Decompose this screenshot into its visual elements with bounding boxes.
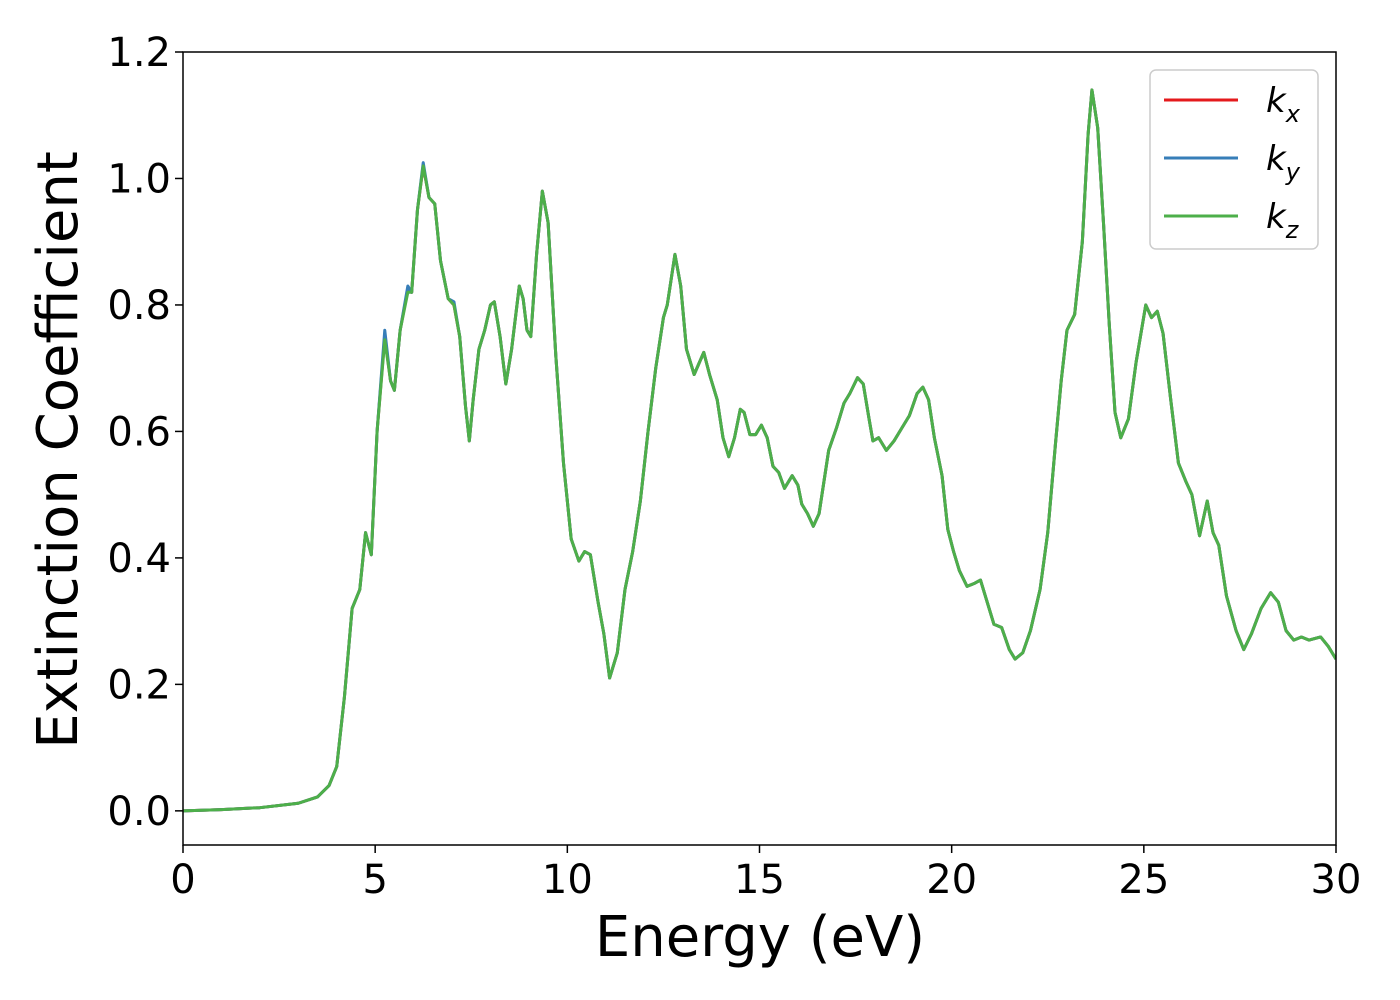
x-tick-label: 30	[1311, 857, 1362, 903]
y-tick-label: 1.2	[107, 30, 171, 76]
x-tick-label: 5	[362, 857, 387, 903]
x-tick-label: 20	[926, 857, 977, 903]
y-tick-label: 0.0	[107, 789, 171, 835]
series-line	[183, 88, 1336, 813]
legend-label: ky	[1266, 139, 1301, 186]
y-tick-label: 0.2	[107, 662, 171, 708]
y-axis-label: Extinction Coefficient	[26, 151, 91, 749]
y-tick-label: 0.8	[107, 283, 171, 329]
x-tick-label: 10	[542, 857, 593, 903]
legend-label-sub: x	[1285, 100, 1301, 128]
y-tick-label: 0.6	[107, 409, 171, 455]
plot-frame	[182, 51, 1337, 846]
y-tick-label: 0.4	[107, 536, 171, 582]
legend-label: kz	[1266, 197, 1300, 244]
y-tick-label: 1.0	[107, 156, 171, 202]
legend-label-main: k	[1266, 81, 1287, 121]
x-tick-label: 15	[734, 857, 785, 903]
x-tick-label: 25	[1118, 857, 1169, 903]
x-tick-label: 0	[170, 857, 195, 903]
legend-label: kx	[1266, 81, 1301, 128]
x-axis-label: Energy (eV)	[595, 905, 925, 970]
legend-label-main: k	[1266, 139, 1287, 179]
legend-label-sub: y	[1285, 158, 1301, 186]
legend-label-main: k	[1266, 197, 1287, 237]
legend-label-sub: z	[1285, 216, 1300, 244]
